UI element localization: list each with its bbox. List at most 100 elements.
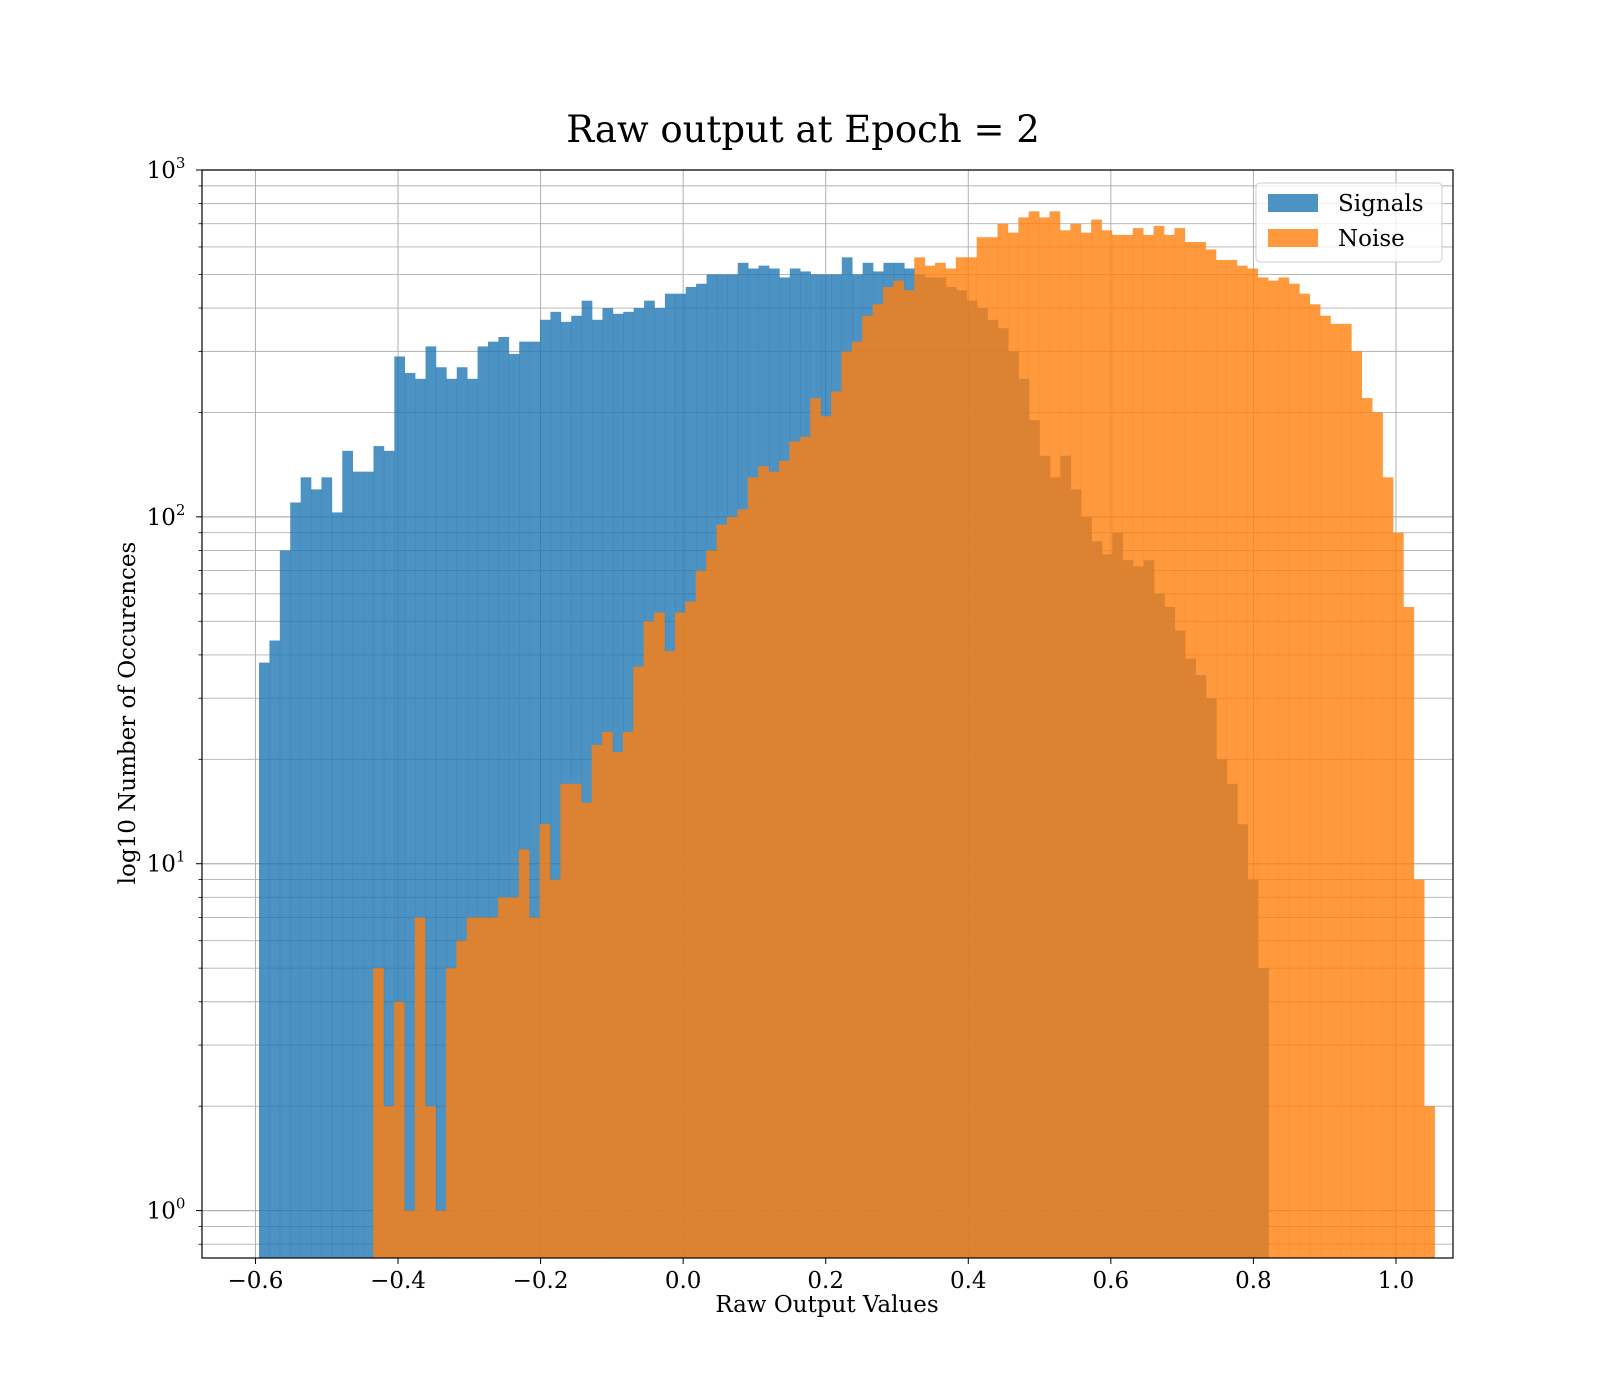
histogram-bar	[1028, 211, 1040, 1259]
y-tick-label: 100	[147, 1195, 186, 1225]
histogram-bar	[497, 897, 509, 1258]
legend-swatch-signals	[1268, 194, 1318, 212]
histogram-bar	[1226, 260, 1238, 1258]
histogram-bar	[383, 1106, 395, 1258]
legend-swatch-noise	[1268, 229, 1318, 247]
histogram-bar	[1257, 277, 1269, 1258]
histogram-bar	[581, 300, 593, 1258]
histogram-bar	[1205, 249, 1217, 1258]
histogram-bar	[1424, 1106, 1435, 1258]
histogram-bar	[342, 450, 353, 1258]
histogram-bar	[570, 783, 582, 1258]
histogram-bar	[1361, 398, 1373, 1258]
histogram-bar	[643, 621, 655, 1258]
x-axis-label: Raw Output Values	[715, 1292, 938, 1318]
x-tick-label: 0.4	[950, 1268, 987, 1294]
histogram-bar	[591, 744, 603, 1258]
histogram-bar	[300, 477, 312, 1258]
histogram-bar	[924, 265, 936, 1258]
histogram-bar	[446, 378, 458, 1258]
histogram-bar	[1143, 234, 1154, 1258]
histogram-bar	[560, 783, 572, 1258]
histogram-bar	[997, 223, 1009, 1259]
histogram-bar	[987, 237, 998, 1258]
axes	[201, 169, 1454, 1259]
x-tick-label: −0.2	[513, 1268, 569, 1294]
histogram-bar	[1320, 315, 1331, 1258]
histogram-bar	[519, 341, 530, 1258]
histogram-bar	[1007, 232, 1019, 1258]
histogram-bar	[1236, 265, 1248, 1258]
x-tick-label: 0.0	[665, 1268, 702, 1294]
x-tick-label: 1.0	[1378, 1268, 1415, 1294]
histogram-bar	[549, 879, 561, 1258]
histogram-bar	[279, 550, 291, 1258]
histogram-bar	[383, 450, 395, 1258]
histogram-bar	[1184, 242, 1196, 1258]
histogram-bar	[1382, 477, 1394, 1258]
histogram-bar	[810, 398, 821, 1258]
histogram-bar	[414, 917, 426, 1258]
y-axis-ticks: 100 101 102 103	[147, 154, 202, 1245]
histogram-bar	[1288, 283, 1300, 1258]
histogram-bar	[1018, 217, 1030, 1259]
histogram-bar	[789, 441, 801, 1259]
histogram-bar	[883, 286, 894, 1258]
histogram-bar	[935, 262, 946, 1258]
histogram-bar	[820, 416, 832, 1258]
legend-label-noise: Noise	[1338, 226, 1405, 252]
histogram-bar	[529, 917, 540, 1258]
histogram-bar	[269, 640, 281, 1258]
histogram-bar	[706, 550, 717, 1258]
x-tick-label: 0.2	[807, 1268, 844, 1294]
histogram-bar	[445, 968, 457, 1258]
histogram-bar	[1351, 351, 1363, 1258]
histogram-bars	[259, 211, 1435, 1259]
histogram-bar	[716, 524, 728, 1258]
histogram-bar	[602, 731, 613, 1258]
histogram-bar	[435, 367, 447, 1258]
histogram-bar	[404, 1210, 416, 1258]
histogram-bar	[1247, 268, 1258, 1258]
histogram-bar	[477, 346, 489, 1259]
histogram-bar	[415, 378, 426, 1258]
histogram-bar	[1330, 323, 1342, 1258]
histogram-bar	[1278, 277, 1290, 1258]
histogram-bar	[872, 304, 884, 1258]
histogram-bar	[1111, 234, 1123, 1258]
histogram-bar	[290, 502, 301, 1259]
histogram-bar	[1091, 219, 1102, 1258]
x-tick-label: −0.4	[370, 1268, 426, 1294]
legend-label-signals: Signals	[1338, 191, 1424, 217]
histogram-bar	[862, 315, 873, 1258]
histogram-bar	[633, 666, 644, 1258]
histogram-bar	[373, 446, 385, 1259]
x-tick-label: −0.6	[228, 1268, 284, 1294]
histogram-bar	[1195, 242, 1206, 1258]
y-tick-label: 102	[147, 501, 186, 531]
histogram-bar	[311, 489, 322, 1258]
histogram-bar	[914, 257, 925, 1258]
histogram-bar	[435, 1210, 447, 1258]
x-axis-ticks: −0.6 −0.4 −0.2 0.0 0.2 0.4 0.6 0.8 1.0	[228, 1258, 1415, 1294]
histogram-bar	[1392, 532, 1404, 1258]
legend: Signals Noise	[1255, 182, 1443, 263]
histogram-bar	[487, 341, 499, 1258]
histogram-bar	[654, 612, 665, 1258]
histogram-bar	[955, 257, 967, 1258]
histogram-bar	[1174, 228, 1186, 1259]
y-axis-label: log10 Number of Occurences	[115, 542, 141, 885]
histogram-bar	[467, 378, 478, 1258]
histogram-bar	[581, 802, 592, 1258]
histogram-bar	[966, 257, 977, 1258]
histogram-bar	[539, 824, 551, 1258]
histogram-bar	[393, 1001, 405, 1258]
histogram-bar	[1070, 223, 1082, 1259]
x-tick-label: 0.6	[1093, 1268, 1130, 1294]
histogram-bar	[737, 509, 749, 1259]
histogram-bar	[498, 337, 510, 1258]
histogram-bar	[456, 940, 468, 1258]
histogram-bar	[622, 731, 634, 1258]
histogram-bar	[1122, 234, 1134, 1258]
